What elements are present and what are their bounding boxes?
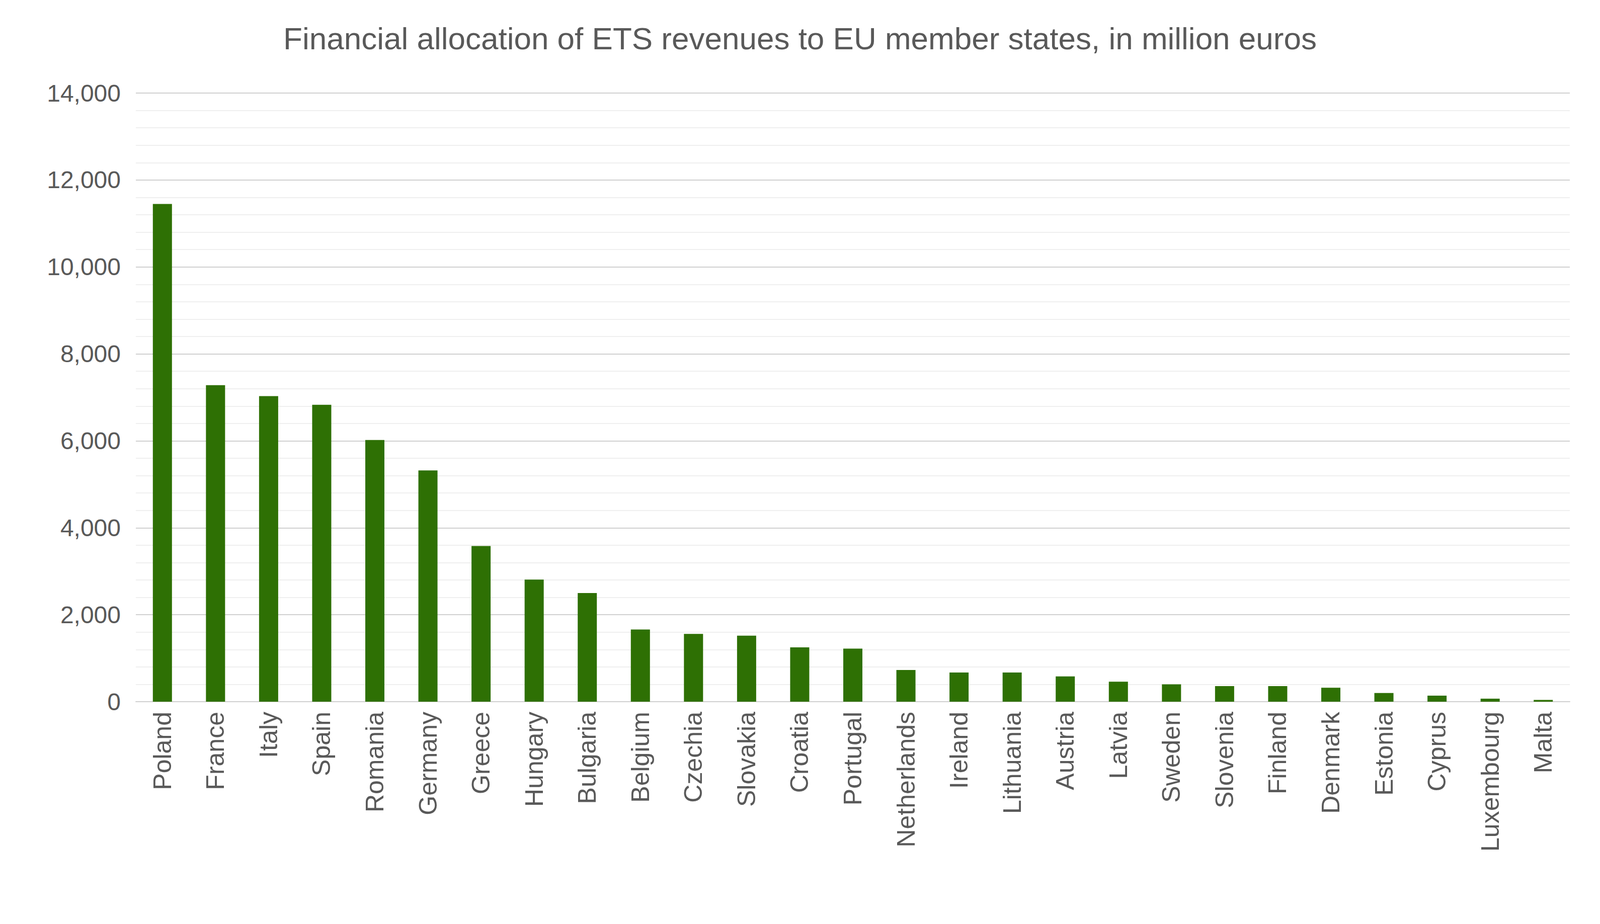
svg-text:4,000: 4,000: [60, 514, 121, 542]
svg-text:Poland: Poland: [148, 711, 177, 791]
svg-text:Greece: Greece: [466, 711, 496, 795]
svg-text:Portugal: Portugal: [838, 711, 867, 806]
svg-text:Slovakia: Slovakia: [732, 711, 761, 808]
svg-text:Croatia: Croatia: [785, 711, 814, 793]
svg-text:Ireland: Ireland: [944, 711, 974, 789]
svg-text:Latvia: Latvia: [1104, 711, 1133, 780]
svg-text:Bulgaria: Bulgaria: [573, 711, 602, 805]
svg-text:Netherlands: Netherlands: [892, 711, 921, 848]
svg-text:Denmark: Denmark: [1316, 711, 1345, 815]
svg-text:6,000: 6,000: [60, 427, 121, 455]
svg-text:Malta: Malta: [1529, 711, 1558, 774]
svg-text:Luxembourg: Luxembourg: [1476, 711, 1505, 852]
svg-text:10,000: 10,000: [46, 253, 121, 281]
svg-text:Slovenia: Slovenia: [1210, 711, 1239, 809]
svg-text:Italy: Italy: [254, 711, 283, 759]
svg-text:12,000: 12,000: [46, 166, 121, 194]
svg-text:Sweden: Sweden: [1157, 711, 1186, 804]
svg-text:Lithuania: Lithuania: [998, 711, 1027, 815]
svg-text:Financial allocation of ETS re: Financial allocation of ETS revenues to …: [283, 21, 1317, 56]
svg-text:France: France: [201, 711, 230, 791]
svg-text:Estonia: Estonia: [1370, 711, 1399, 796]
svg-text:14,000: 14,000: [46, 80, 121, 107]
svg-text:Hungary: Hungary: [520, 711, 549, 808]
svg-text:Austria: Austria: [1051, 711, 1080, 791]
svg-text:2,000: 2,000: [60, 601, 121, 629]
svg-text:Belgium: Belgium: [626, 711, 655, 804]
svg-text:8,000: 8,000: [60, 340, 121, 368]
svg-text:Czechia: Czechia: [679, 711, 708, 804]
svg-text:Finland: Finland: [1263, 711, 1292, 795]
svg-text:Cyprus: Cyprus: [1422, 711, 1452, 792]
svg-text:Romania: Romania: [360, 711, 389, 813]
svg-text:0: 0: [107, 688, 121, 716]
svg-text:Germany: Germany: [414, 711, 443, 816]
svg-text:Spain: Spain: [307, 711, 336, 777]
